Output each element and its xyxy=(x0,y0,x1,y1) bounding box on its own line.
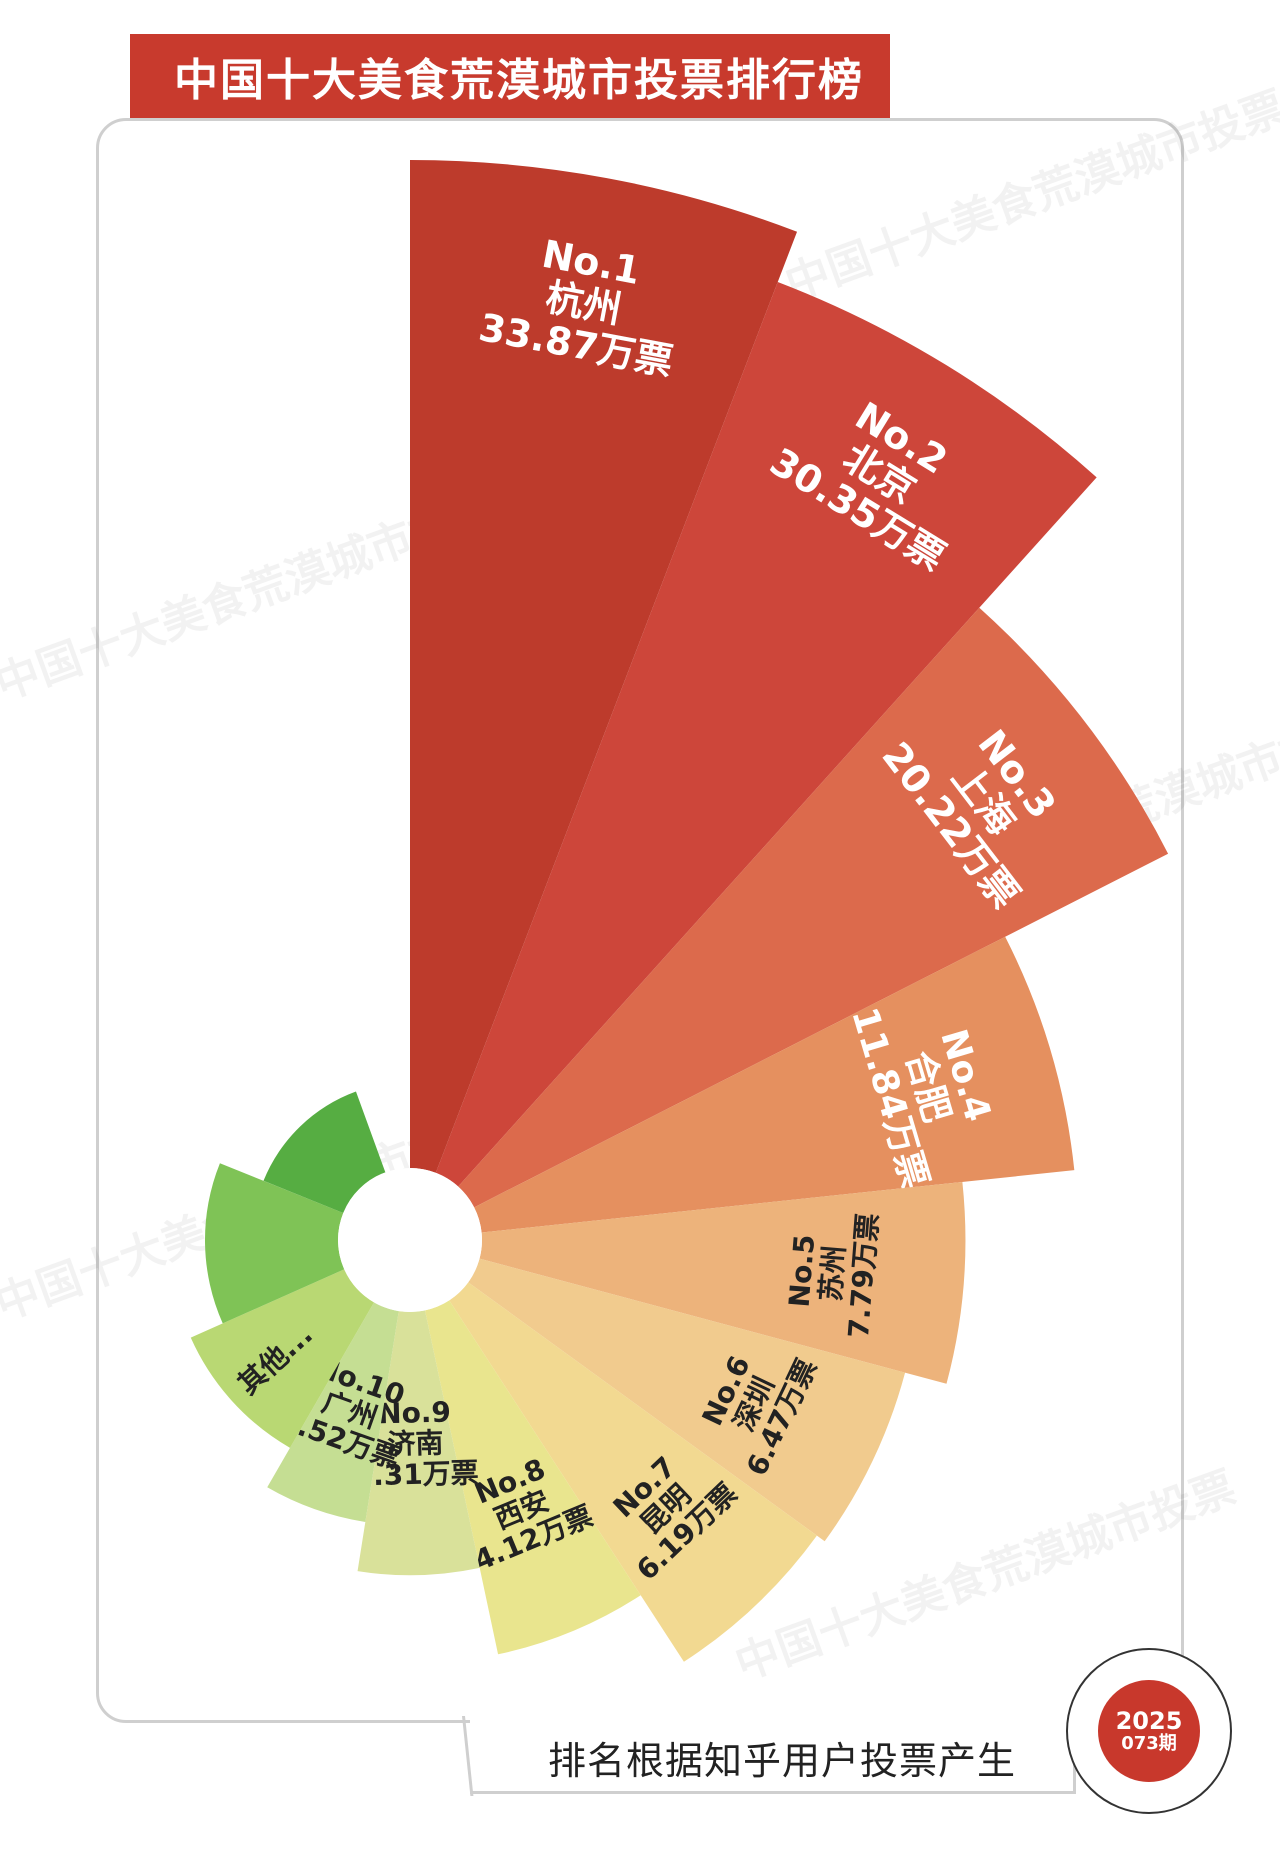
issue-year: 2025 xyxy=(1115,1706,1183,1735)
bar-上海 xyxy=(458,607,1169,1208)
rank-label: No.9 xyxy=(378,1395,452,1430)
others-sector-1 xyxy=(190,1269,374,1448)
bar-北京 xyxy=(435,281,1097,1187)
bar-深圳 xyxy=(468,1258,906,1542)
bar-苏州 xyxy=(479,1181,966,1384)
others-sector-2 xyxy=(205,1163,345,1324)
chart-title: 中国十大美食荒漠城市投票排行榜 xyxy=(130,34,890,118)
bar-昆明 xyxy=(449,1282,817,1662)
bar-合肥 xyxy=(474,936,1075,1233)
rank-label: No.5 xyxy=(783,1233,822,1308)
caption-text: 排名根据知乎用户投票产生 xyxy=(548,1739,1017,1783)
issue-number: 073期 xyxy=(1121,1733,1177,1755)
bar-广州 xyxy=(267,1302,399,1523)
others-sector-3 xyxy=(263,1091,386,1214)
bar-杭州 xyxy=(410,160,798,1173)
bar-西安 xyxy=(424,1300,641,1655)
city-label: 济南 xyxy=(387,1426,444,1460)
center-hole xyxy=(338,1168,482,1312)
bar-济南 xyxy=(357,1310,480,1576)
city-label: 苏州 xyxy=(814,1244,851,1302)
issue-badge-inner: 2025 073期 xyxy=(1098,1680,1200,1782)
